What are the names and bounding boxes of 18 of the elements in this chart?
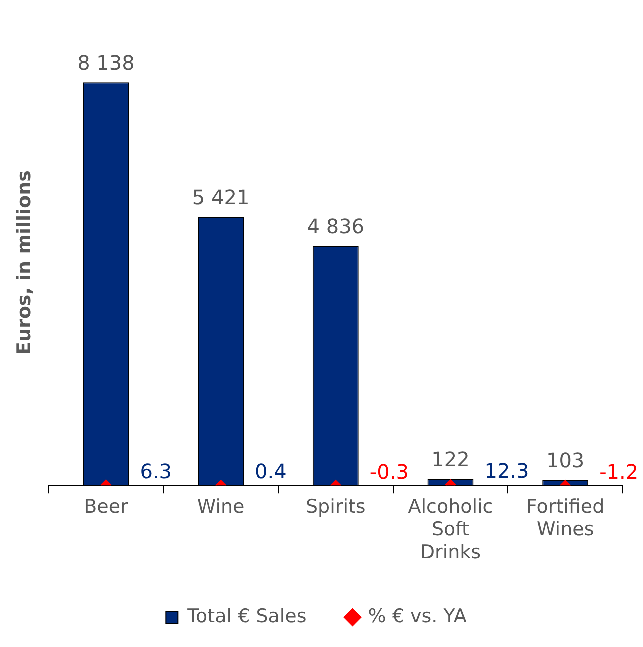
data-label: -1.2 (600, 460, 639, 484)
x-tick-label: Wine (197, 496, 245, 518)
data-label: -0.3 (370, 460, 409, 484)
data-label: 0.4 (255, 460, 287, 484)
x-tick-label: Spirits (306, 496, 366, 518)
data-label: 122 (432, 448, 470, 472)
y-axis-title: Euros, in millions (13, 170, 36, 356)
legend-label: % € vs. YA (368, 605, 467, 628)
x-tick-label: Fortified Wines (526, 496, 605, 541)
data-label: 6.3 (140, 459, 172, 484)
data-label: 103 (546, 448, 585, 473)
data-label: 12.3 (484, 459, 530, 484)
data-label: 5 421 (192, 185, 250, 210)
data-label: 8 138 (78, 50, 135, 75)
x-tick-label: Alcoholic Soft Drinks (408, 496, 494, 564)
legend-label: Total € Sales (186, 605, 307, 628)
data-label: 4 836 (307, 214, 365, 238)
x-tick-label: Beer (84, 496, 129, 518)
